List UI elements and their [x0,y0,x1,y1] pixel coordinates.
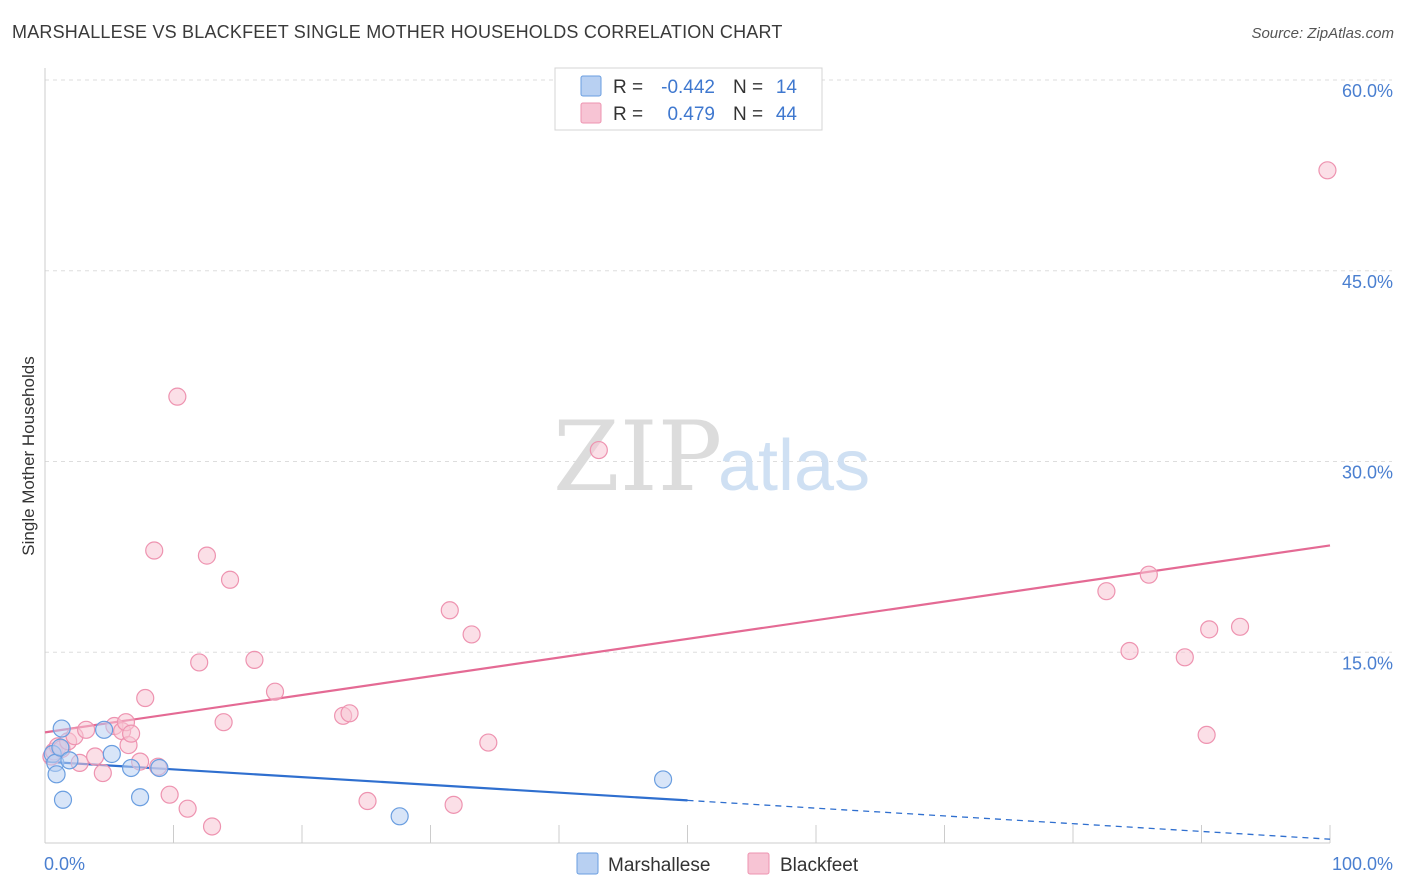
data-points [42,161,1337,836]
point-marshallese-2 [47,765,66,784]
bottom-legend-label-marshallese: Marshallese [608,855,710,876]
point-blackfeet-44 [1318,161,1337,180]
bottom-legend-label-blackfeet: Blackfeet [780,855,859,876]
point-blackfeet-36 [589,440,608,460]
bottom-legend-swatch-marshallese [576,852,599,875]
legend-n-label-marshallese: N = [733,77,763,98]
point-blackfeet-26 [220,570,240,589]
point-blackfeet-20 [168,387,187,406]
legend-n-value-marshallese: 14 [776,77,798,98]
point-blackfeet-28 [265,682,285,701]
point-blackfeet-32 [440,601,459,620]
point-marshallese-12 [390,807,409,826]
point-blackfeet-17 [145,541,164,560]
point-marshallese-4 [52,719,71,738]
point-blackfeet-24 [202,817,222,836]
axes [44,68,1331,844]
source-label: Source: ZipAtlas.com [1251,25,1394,42]
y-axis-label: Single Mother Households [19,356,38,555]
point-marshallese-7 [95,720,114,739]
watermark-zip: ZIP [553,401,722,513]
trend-line-marshallese-extrapolated [687,799,1331,840]
point-blackfeet-27 [245,650,264,669]
point-blackfeet-21 [178,799,197,818]
point-blackfeet-8 [86,747,105,766]
x-tick-labels: 0.0% 100.0% [44,854,1393,874]
point-marshallese-3 [51,738,70,757]
y-tick-label-30: 30.0% [1342,463,1393,483]
point-marshallese-8 [102,744,121,764]
point-blackfeet-37 [1097,582,1116,601]
bottom-legend: Marshallese Blackfeet [576,852,859,876]
point-blackfeet-23 [197,546,217,565]
x-tick-label-0: 0.0% [44,854,85,874]
y-tick-label-15: 15.0% [1342,653,1393,673]
y-tick-label-45: 45.0% [1342,272,1393,292]
point-blackfeet-7 [77,720,96,739]
point-marshallese-10 [130,788,150,807]
point-marshallese-13 [653,770,673,789]
point-blackfeet-22 [190,653,209,672]
trend-lines [44,544,1331,840]
point-blackfeet-35 [479,733,498,752]
point-blackfeet-42 [1200,620,1219,639]
point-blackfeet-43 [1230,617,1250,636]
legend-box: R = -0.442 N = 14 R = 0.479 N = 44 [554,67,823,131]
watermark-atlas: atlas [718,426,870,506]
point-blackfeet-33 [444,795,463,814]
legend-r-value-blackfeet: 0.479 [667,104,715,125]
point-marshallese-11 [150,758,169,778]
legend-swatch-marshallese [580,75,602,97]
point-blackfeet-41 [1197,725,1216,745]
legend-r-label-blackfeet: R = [613,104,643,125]
legend-r-label-marshallese: R = [613,77,643,98]
point-marshallese-5 [53,790,73,809]
point-blackfeet-30 [340,704,359,723]
point-blackfeet-34 [462,625,481,644]
trend-line-blackfeet [44,544,1331,734]
legend-r-value-marshallese: -0.442 [661,77,715,98]
point-blackfeet-9 [93,763,112,783]
point-blackfeet-16 [136,688,155,708]
watermark: ZIP atlas [553,401,870,513]
point-blackfeet-39 [1120,641,1139,661]
point-marshallese-9 [121,758,141,778]
point-blackfeet-40 [1175,648,1194,667]
legend-n-label-blackfeet: N = [733,104,763,125]
point-blackfeet-14 [121,724,141,743]
y-tick-labels: 15.0% 30.0% 45.0% 60.0% [1342,81,1393,673]
point-blackfeet-31 [358,791,377,811]
grid-lines [45,79,1392,653]
point-blackfeet-38 [1139,565,1158,584]
y-tick-label-60: 60.0% [1342,81,1393,101]
x-tick-label-100: 100.0% [1332,854,1393,874]
point-blackfeet-19 [160,785,179,804]
chart-title: MARSHALLESE VS BLACKFEET SINGLE MOTHER H… [12,22,783,42]
legend-n-value-blackfeet: 44 [776,104,798,125]
legend-swatch-blackfeet [580,102,602,124]
point-marshallese-6 [60,751,79,770]
bottom-legend-swatch-blackfeet [747,852,770,875]
point-blackfeet-25 [214,713,233,732]
